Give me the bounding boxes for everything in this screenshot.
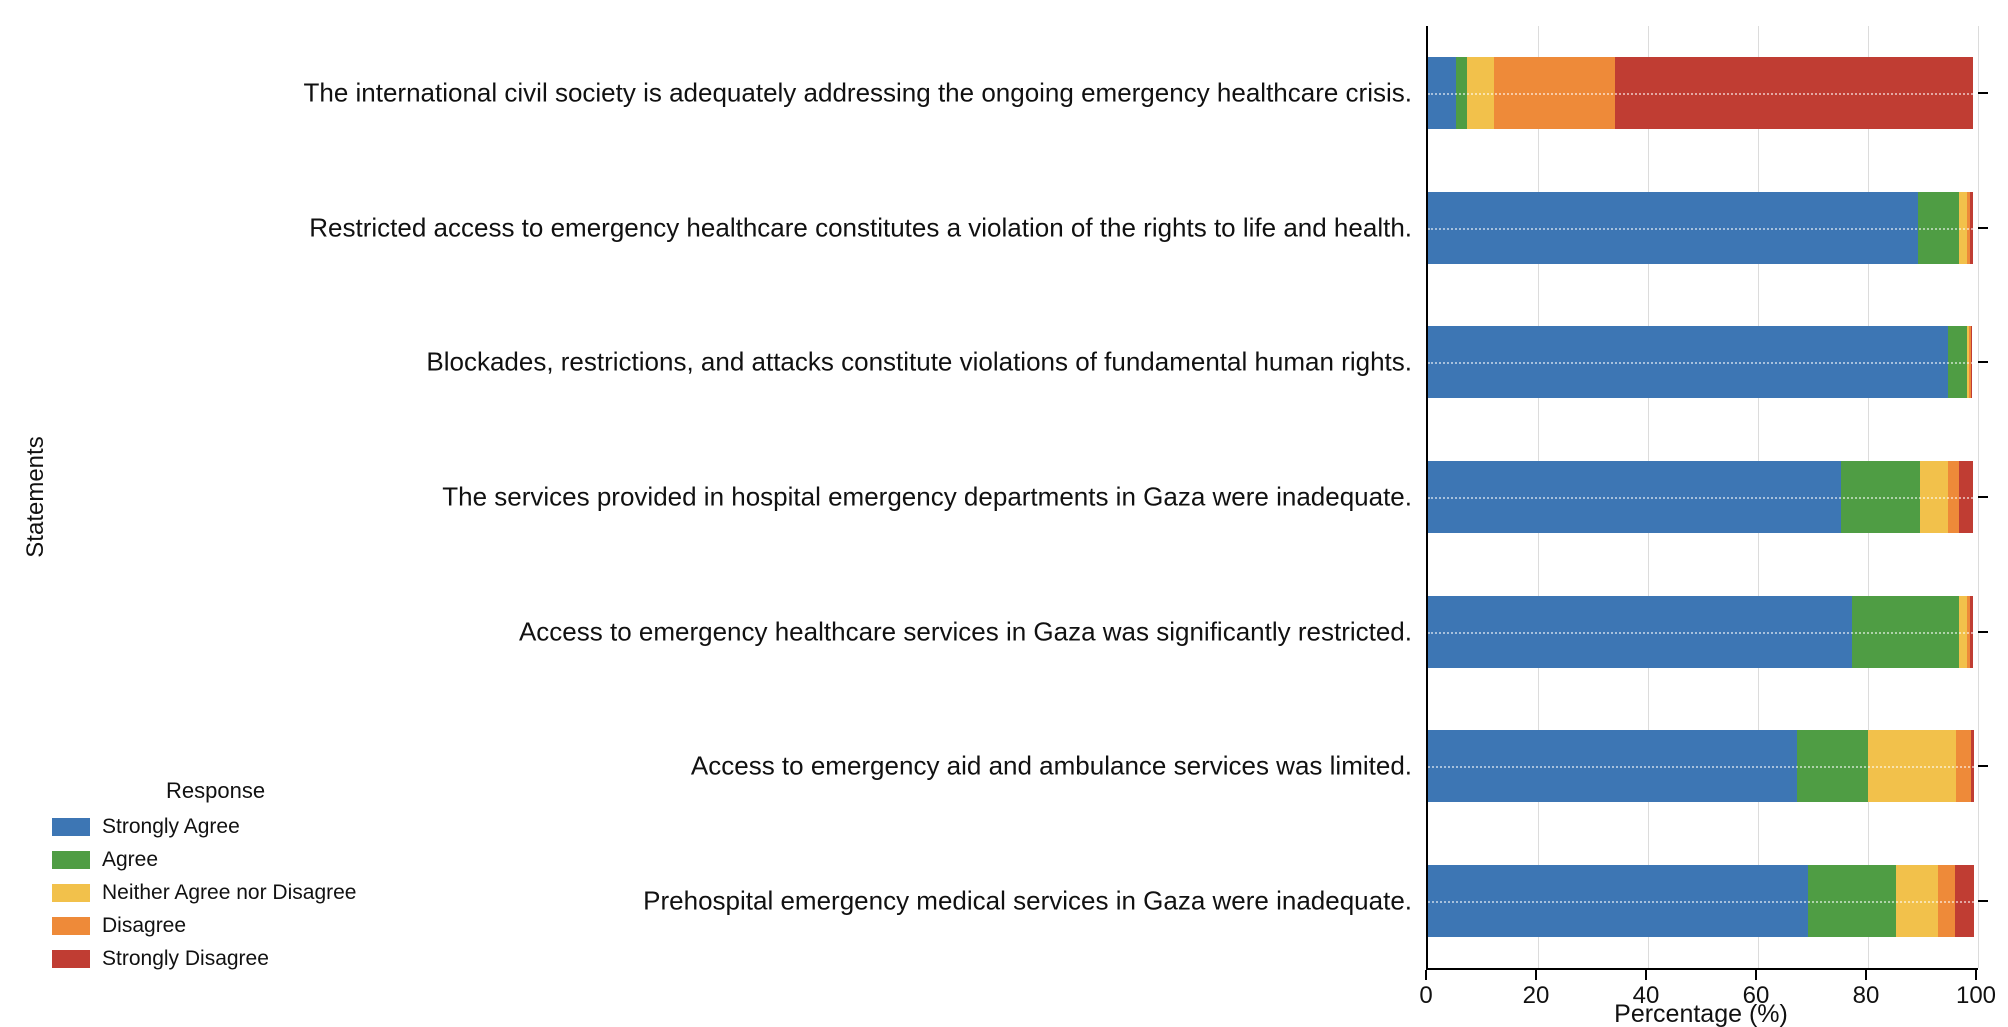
y-axis-right-tick <box>1978 361 1988 364</box>
bar-row <box>1428 595 1978 668</box>
x-axis-tick-label: 20 <box>1522 982 1550 1009</box>
x-axis-tick-label: 40 <box>1632 982 1660 1009</box>
legend-label: Strongly Disagree <box>102 946 269 970</box>
x-axis-tick <box>1425 970 1427 980</box>
category-label: Blockades, restrictions, and attacks con… <box>426 346 1412 377</box>
x-axis-tick <box>1865 970 1867 980</box>
category-label: Access to emergency aid and ambulance se… <box>690 750 1412 781</box>
legend-label: Neither Agree nor Disagree <box>102 880 357 904</box>
x-axis-tick <box>1975 970 1977 980</box>
legend-item: Agree <box>52 843 356 876</box>
bar-center-dotted-line <box>1428 631 1973 634</box>
legend-swatch <box>52 883 90 902</box>
bar-row <box>1428 57 1978 130</box>
legend-swatch <box>52 916 90 935</box>
legend-swatch <box>52 850 90 869</box>
x-axis-tick-label: 60 <box>1742 982 1770 1009</box>
bar-center-dotted-line <box>1428 93 1973 96</box>
legend-item: Neither Agree nor Disagree <box>52 876 356 909</box>
bar-row <box>1428 326 1978 399</box>
legend-label: Disagree <box>102 913 187 937</box>
category-label: The international civil society is adequ… <box>303 77 1412 108</box>
bar-row <box>1428 730 1978 803</box>
bar-row <box>1428 864 1978 937</box>
y-axis-right-tick <box>1978 226 1988 229</box>
bar-center-dotted-line <box>1428 766 1975 769</box>
bar-center-dotted-line <box>1428 362 1973 365</box>
bar-row <box>1428 191 1978 264</box>
category-label: Access to emergency healthcare services … <box>518 616 1412 647</box>
category-label: Prehospital emergency medical services i… <box>643 885 1412 916</box>
legend-label: Agree <box>102 847 159 871</box>
category-label: The services provided in hospital emerge… <box>442 481 1412 512</box>
y-axis-right-tick <box>1978 92 1988 95</box>
y-axis-label: Statements <box>22 436 49 558</box>
x-axis-tick <box>1755 970 1757 980</box>
legend-swatch <box>52 817 90 836</box>
x-axis-tick-label: 100 <box>1955 982 1997 1009</box>
legend-item: Disagree <box>52 909 356 942</box>
legend-label: Strongly Agree <box>102 814 240 838</box>
category-label: Restricted access to emergency healthcar… <box>309 212 1412 243</box>
y-axis-right-tick <box>1978 630 1988 633</box>
legend-title: Response <box>166 778 266 803</box>
legend-item: Strongly Agree <box>52 810 356 843</box>
y-axis-right-tick <box>1978 496 1988 498</box>
x-axis-label: Percentage (%) <box>1614 1000 1788 1027</box>
legend: Response Strongly Agree Agree Neither Agre… <box>52 778 357 975</box>
x-axis-tick-label: 80 <box>1852 982 1880 1009</box>
legend-item: Strongly Disagree <box>52 942 356 975</box>
x-axis-tick-label: 0 <box>1419 982 1433 1009</box>
legend-items: Strongly Agree Agree Neither Agree nor Dis… <box>52 810 356 975</box>
x-axis-tick <box>1645 970 1647 980</box>
plot-area <box>1426 26 1979 970</box>
bar-center-dotted-line <box>1428 900 1975 903</box>
y-axis-right-tick <box>1978 765 1988 768</box>
x-axis-tick <box>1535 970 1537 980</box>
bar-center-dotted-line <box>1428 227 1973 230</box>
y-axis-right-tick <box>1978 899 1988 902</box>
bar-center-dotted-line <box>1428 497 1973 499</box>
bar-row <box>1428 461 1978 533</box>
legend-swatch <box>52 949 90 968</box>
